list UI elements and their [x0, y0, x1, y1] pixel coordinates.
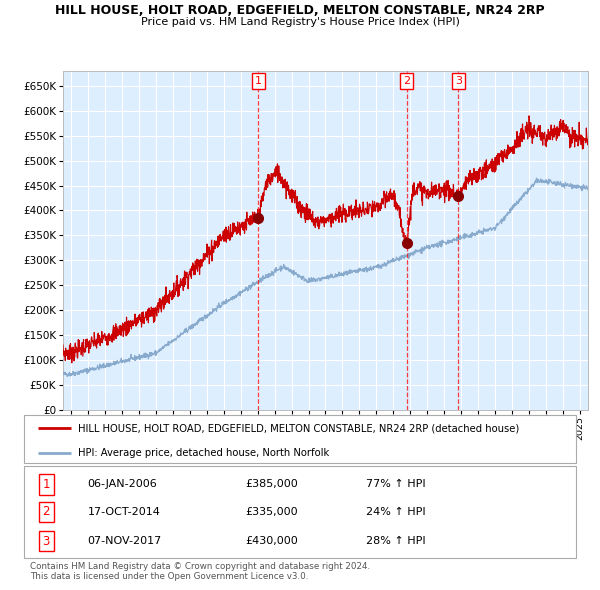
- Text: HILL HOUSE, HOLT ROAD, EDGEFIELD, MELTON CONSTABLE, NR24 2RP: HILL HOUSE, HOLT ROAD, EDGEFIELD, MELTON…: [55, 4, 545, 17]
- Text: 2: 2: [43, 505, 50, 519]
- Text: 24% ↑ HPI: 24% ↑ HPI: [366, 507, 426, 517]
- Text: 28% ↑ HPI: 28% ↑ HPI: [366, 536, 426, 546]
- Text: 1: 1: [255, 76, 262, 86]
- Text: Price paid vs. HM Land Registry's House Price Index (HPI): Price paid vs. HM Land Registry's House …: [140, 17, 460, 27]
- Text: 3: 3: [455, 76, 462, 86]
- Text: Contains HM Land Registry data © Crown copyright and database right 2024.: Contains HM Land Registry data © Crown c…: [30, 562, 370, 571]
- Text: 06-JAN-2006: 06-JAN-2006: [88, 480, 157, 489]
- Text: This data is licensed under the Open Government Licence v3.0.: This data is licensed under the Open Gov…: [30, 572, 308, 581]
- Text: 77% ↑ HPI: 77% ↑ HPI: [366, 480, 426, 489]
- Text: HPI: Average price, detached house, North Norfolk: HPI: Average price, detached house, Nort…: [78, 447, 329, 457]
- Text: 07-NOV-2017: 07-NOV-2017: [88, 536, 162, 546]
- FancyBboxPatch shape: [24, 466, 576, 558]
- Text: £385,000: £385,000: [245, 480, 298, 489]
- Text: HILL HOUSE, HOLT ROAD, EDGEFIELD, MELTON CONSTABLE, NR24 2RP (detached house): HILL HOUSE, HOLT ROAD, EDGEFIELD, MELTON…: [78, 423, 520, 433]
- Text: 3: 3: [43, 535, 50, 548]
- Text: £335,000: £335,000: [245, 507, 298, 517]
- FancyBboxPatch shape: [24, 415, 576, 463]
- Text: 1: 1: [43, 478, 50, 491]
- Text: £430,000: £430,000: [245, 536, 298, 546]
- Text: 2: 2: [403, 76, 410, 86]
- Text: 17-OCT-2014: 17-OCT-2014: [88, 507, 160, 517]
